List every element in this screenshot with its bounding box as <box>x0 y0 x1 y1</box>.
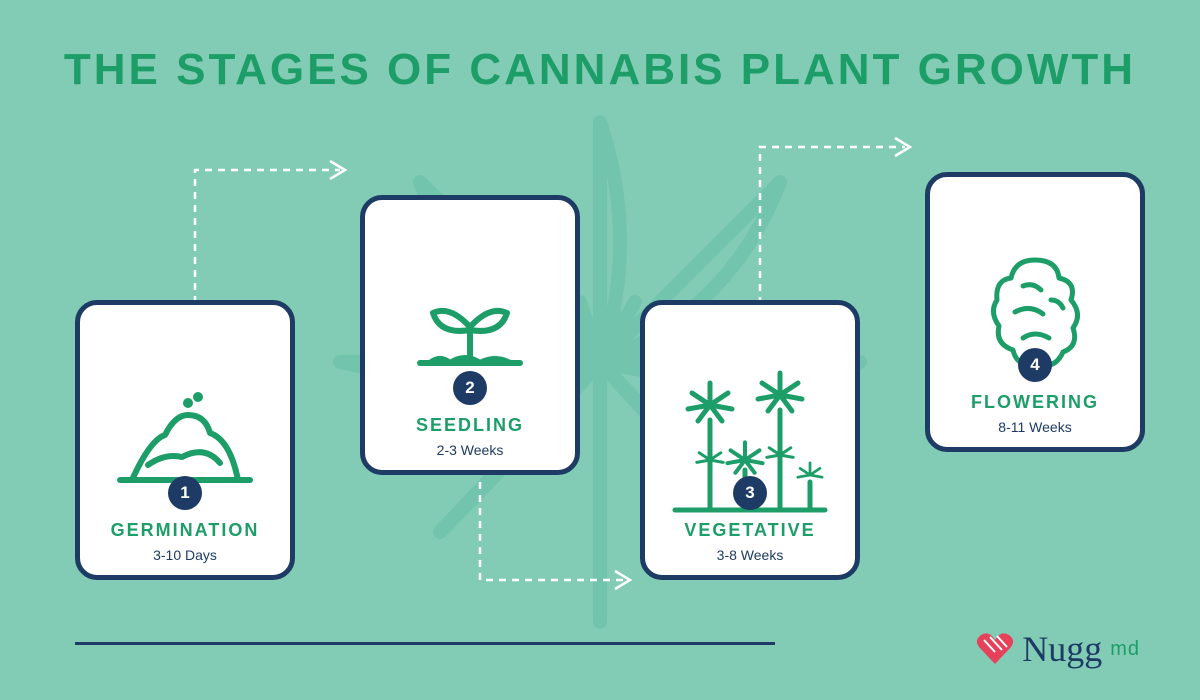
stage-number: 1 <box>180 483 189 503</box>
arrow-2-to-3 <box>470 480 645 600</box>
stage-name-label: GERMINATION <box>80 520 290 541</box>
stage-duration-label: 3-10 Days <box>80 547 290 563</box>
brand-logo: Nuggmd <box>976 628 1140 670</box>
stages-container: 1 GERMINATION 3-10 Days 2 SEEDLING 2-3 W… <box>0 160 1200 600</box>
underline-rule <box>75 642 775 645</box>
stage-number: 4 <box>1030 355 1039 375</box>
stage-name-label: FLOWERING <box>930 392 1140 413</box>
logo-suffix-text: md <box>1110 638 1140 661</box>
stage-number: 3 <box>745 483 754 503</box>
page-title: THE STAGES OF CANNABIS PLANT GROWTH <box>0 45 1200 95</box>
stage-card-seedling: 2 SEEDLING 2-3 Weeks <box>360 195 580 475</box>
arrow-1-to-2 <box>185 155 360 305</box>
stage-number: 2 <box>465 378 474 398</box>
stage-card-vegetative: 3 VEGETATIVE 3-8 Weeks <box>640 300 860 580</box>
stage-badge: 4 <box>1018 348 1052 382</box>
stage-card-flowering: 4 FLOWERING 8-11 Weeks <box>925 172 1145 452</box>
stage-duration-label: 3-8 Weeks <box>645 547 855 563</box>
stage-badge: 1 <box>168 476 202 510</box>
heart-icon <box>976 632 1014 666</box>
stage-badge: 3 <box>733 476 767 510</box>
logo-script-text: Nugg <box>1022 628 1102 670</box>
stage-name-label: SEEDLING <box>365 415 575 436</box>
stage-duration-label: 8-11 Weeks <box>930 419 1140 435</box>
stage-badge: 2 <box>453 371 487 405</box>
stage-name-label: VEGETATIVE <box>645 520 855 541</box>
stage-card-germination: 1 GERMINATION 3-10 Days <box>75 300 295 580</box>
sprout-icon <box>405 285 535 385</box>
arrow-3-to-4 <box>750 132 925 307</box>
stage-duration-label: 2-3 Weeks <box>365 442 575 458</box>
